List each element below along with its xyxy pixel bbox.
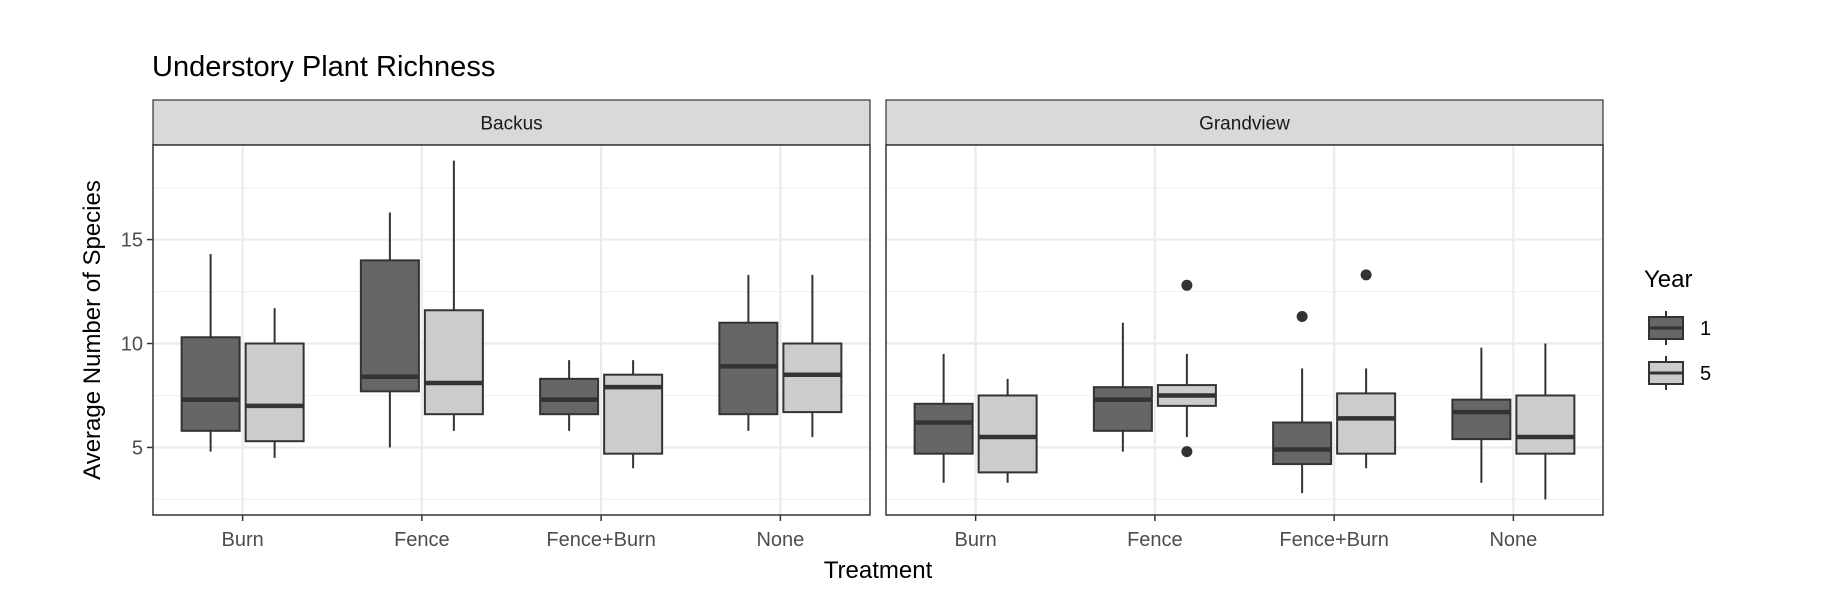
box-none-year-1	[1451, 347, 1512, 483]
box-fence-burn-year-1	[539, 360, 600, 431]
x-tick-label: Burn	[955, 529, 997, 551]
outlier-point	[1181, 446, 1193, 458]
box-fence-burn-year-1	[1272, 310, 1333, 494]
legend-label: 5	[1700, 363, 1711, 385]
box-fence-year-5	[423, 160, 484, 431]
legend-key-year-5: 5	[1648, 356, 1711, 390]
box-iqr	[1451, 398, 1512, 441]
outlier-point	[1296, 310, 1308, 322]
box-burn-year-1	[180, 254, 241, 452]
legend: Year 1 5	[1644, 266, 1711, 390]
box-burn-year-1	[913, 353, 974, 483]
box-iqr	[977, 394, 1038, 474]
box-iqr	[539, 377, 600, 416]
box-iqr	[423, 309, 484, 416]
panel-grandview: Grandview Burn Fence Fence+Burn None	[885, 99, 1604, 551]
strip-label: Backus	[480, 114, 542, 135]
outlier-point	[1181, 279, 1193, 291]
box-burn-year-5	[977, 378, 1038, 483]
box-iqr	[913, 402, 974, 455]
panel-border	[885, 144, 1604, 516]
box-none-year-1	[718, 274, 779, 431]
panel-border	[152, 144, 871, 516]
box-iqr	[1336, 392, 1397, 455]
x-tick-label: Fence	[394, 529, 450, 551]
x-tick-label: Fence	[1127, 529, 1183, 551]
box-iqr	[180, 336, 241, 432]
box-none-year-5	[782, 274, 843, 438]
box-iqr	[1092, 386, 1153, 432]
box-burn-year-5	[244, 308, 305, 458]
box-iqr	[1515, 394, 1576, 455]
y-tick-label: 10	[121, 334, 143, 356]
strip-background	[152, 99, 871, 146]
x-tick-label: Fence+Burn	[1279, 529, 1389, 551]
box-fence-year-1	[1092, 322, 1153, 452]
panel-backus: Backus Burn Fence Fence+Burn None	[152, 99, 871, 551]
box-fence-burn-year-5	[603, 360, 664, 469]
y-tick-label: 15	[121, 230, 143, 252]
box-none-year-5	[1515, 343, 1576, 500]
x-tick-label: None	[756, 529, 804, 551]
box-fence-burn-year-5	[1336, 269, 1397, 469]
strip-background	[885, 99, 1604, 146]
chart-title: Understory Plant Richness	[152, 51, 495, 83]
x-axis-title: Treatment	[824, 557, 933, 584]
legend-title: Year	[1644, 266, 1693, 293]
y-axis-title: Average Number of Species	[79, 180, 106, 480]
y-tick-label: 5	[132, 437, 143, 459]
strip-label: Grandview	[1199, 114, 1290, 135]
box-iqr	[782, 342, 843, 414]
legend-label: 1	[1700, 318, 1711, 340]
outlier-point	[1360, 269, 1372, 281]
box-iqr	[1272, 421, 1333, 466]
x-tick-label: None	[1489, 529, 1537, 551]
x-tick-label: Fence+Burn	[546, 529, 656, 551]
box-iqr	[244, 342, 305, 443]
x-tick-label: Burn	[222, 529, 264, 551]
legend-key-year-1: 1	[1648, 311, 1711, 345]
box-fence-year-1	[359, 212, 420, 448]
box-iqr	[359, 259, 420, 393]
box-fence-year-5	[1156, 279, 1217, 458]
